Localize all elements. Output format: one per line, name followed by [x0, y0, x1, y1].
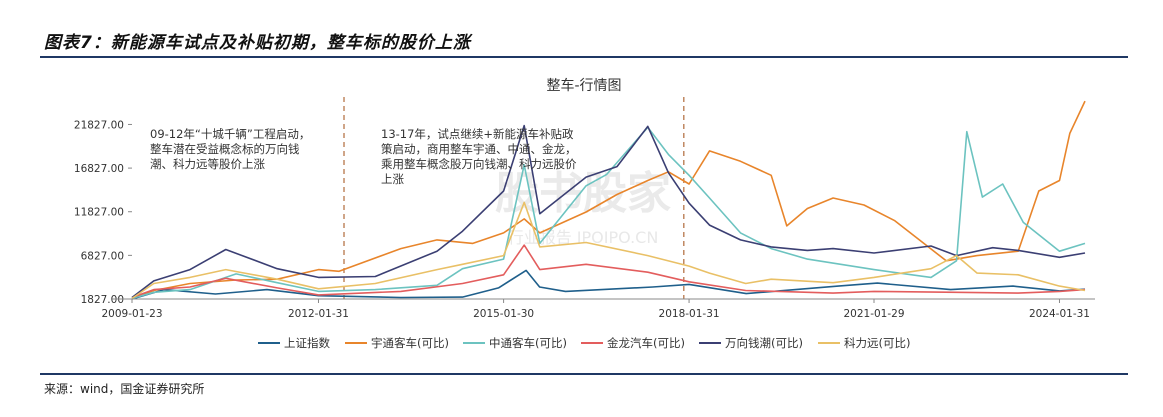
legend-label-1: 宇通客车(可比) [371, 336, 449, 350]
annotation-0-line-1: 整车潜在受益概念标的万向钱 [150, 142, 300, 156]
series-line-5 [131, 201, 1086, 300]
figure-title: 图表7：新能源车试点及补贴初期，整车标的股价上涨 [44, 33, 471, 53]
series-line-0 [131, 269, 1086, 300]
x-tick-label-5: 2024-01-31 [1029, 308, 1090, 320]
series-line-3 [131, 244, 1086, 299]
legend-label-5: 科力远(可比) [844, 336, 910, 350]
series-lines [131, 100, 1086, 300]
legend: 上证指数 宇通客车(可比) 中通客车(可比) 金龙汽车(可比) 万向钱潮(可比) 科力远(… [258, 336, 910, 350]
x-tick-label-3: 2018-01-31 [659, 308, 720, 320]
y-axis: 1827.00 6827.00 11827.00 16827.00 21827.00 [74, 119, 132, 306]
legend-label-4: 万向钱潮(可比) [725, 336, 803, 350]
annotation-1-line-3: 上涨 [381, 172, 404, 186]
y-tick-label-0: 1827.00 [81, 294, 124, 306]
watermark-main: 股书股家 [495, 168, 671, 219]
event-markers [343, 97, 685, 299]
y-tick-label-3: 16827.00 [74, 163, 124, 175]
series-line-2 [131, 126, 1086, 300]
annotations: 09-12年“十城千辆”工程启动，整车潜在受益概念标的万向钱潮、科力远等股价上涨… [150, 127, 577, 186]
watermark-sub: 行业报告 IPOIPO.CN [508, 228, 659, 247]
x-tick-label-1: 2012-01-31 [288, 308, 349, 320]
x-tick-label-0: 2009-01-23 [101, 308, 162, 320]
y-tick-label-1: 6827.00 [81, 250, 124, 262]
source-note: 来源：wind，国金证券研究所 [44, 382, 205, 396]
annotation-1-line-1: 策启动，商用整车宇通、中通、金龙， [381, 142, 577, 156]
annotation-0-line-2: 潮、科力远等股价上涨 [150, 157, 265, 171]
series-line-4 [131, 124, 1086, 299]
x-tick-label-2: 2015-01-30 [473, 308, 534, 320]
chart-title: 整车-行情图 [546, 77, 621, 94]
annotation-0-line-0: 09-12年“十城千辆”工程启动， [150, 127, 310, 141]
annotation-1-line-2: 乘用整车概念股万向钱潮、科力远股价 [381, 157, 577, 171]
legend-label-2: 中通客车(可比) [489, 336, 567, 350]
bottom-rule [40, 373, 1128, 375]
watermark: 股书股家 行业报告 IPOIPO.CN [495, 168, 671, 247]
x-axis: 2009-01-23 2012-01-31 2015-01-30 2018-01-31… [101, 298, 1095, 320]
legend-label-3: 金龙汽车(可比) [607, 336, 685, 350]
y-tick-label-4: 21827.00 [74, 119, 124, 131]
top-rule [40, 56, 1128, 58]
legend-label-0: 上证指数 [284, 336, 330, 350]
annotation-1-line-0: 13-17年，试点继续+新能源车补贴政 [381, 127, 574, 141]
x-tick-label-4: 2021-01-29 [843, 308, 904, 320]
y-tick-label-2: 11827.00 [74, 207, 124, 219]
